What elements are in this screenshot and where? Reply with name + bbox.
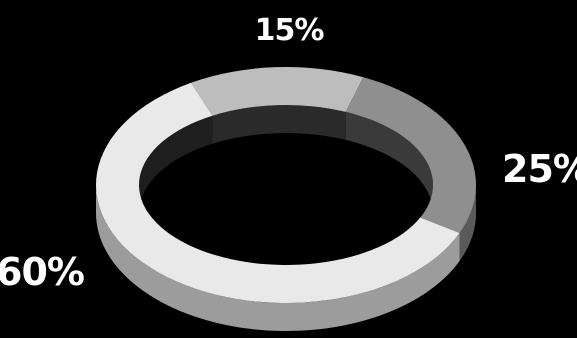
donut-side-walls: [96, 185, 476, 332]
slice-label-1: 15%: [255, 13, 325, 48]
slice-side-wall-2: [459, 185, 476, 261]
slice-label-3: 60%: [0, 250, 84, 294]
slice-inner-wall-2: [345, 111, 433, 213]
slice-inner-wall-3: [139, 115, 213, 213]
donut-top-faces: [96, 67, 476, 304]
slice-side-wall-3: [96, 185, 460, 332]
slice-1: [191, 67, 364, 116]
slice-2: [345, 77, 476, 233]
slice-label-2: 25%: [502, 147, 577, 191]
donut-inner-walls: [139, 105, 433, 213]
donut-labels: 15% 25% 60%: [0, 13, 577, 294]
slice-inner-wall-1: [212, 105, 346, 144]
slice-3: [96, 82, 460, 304]
